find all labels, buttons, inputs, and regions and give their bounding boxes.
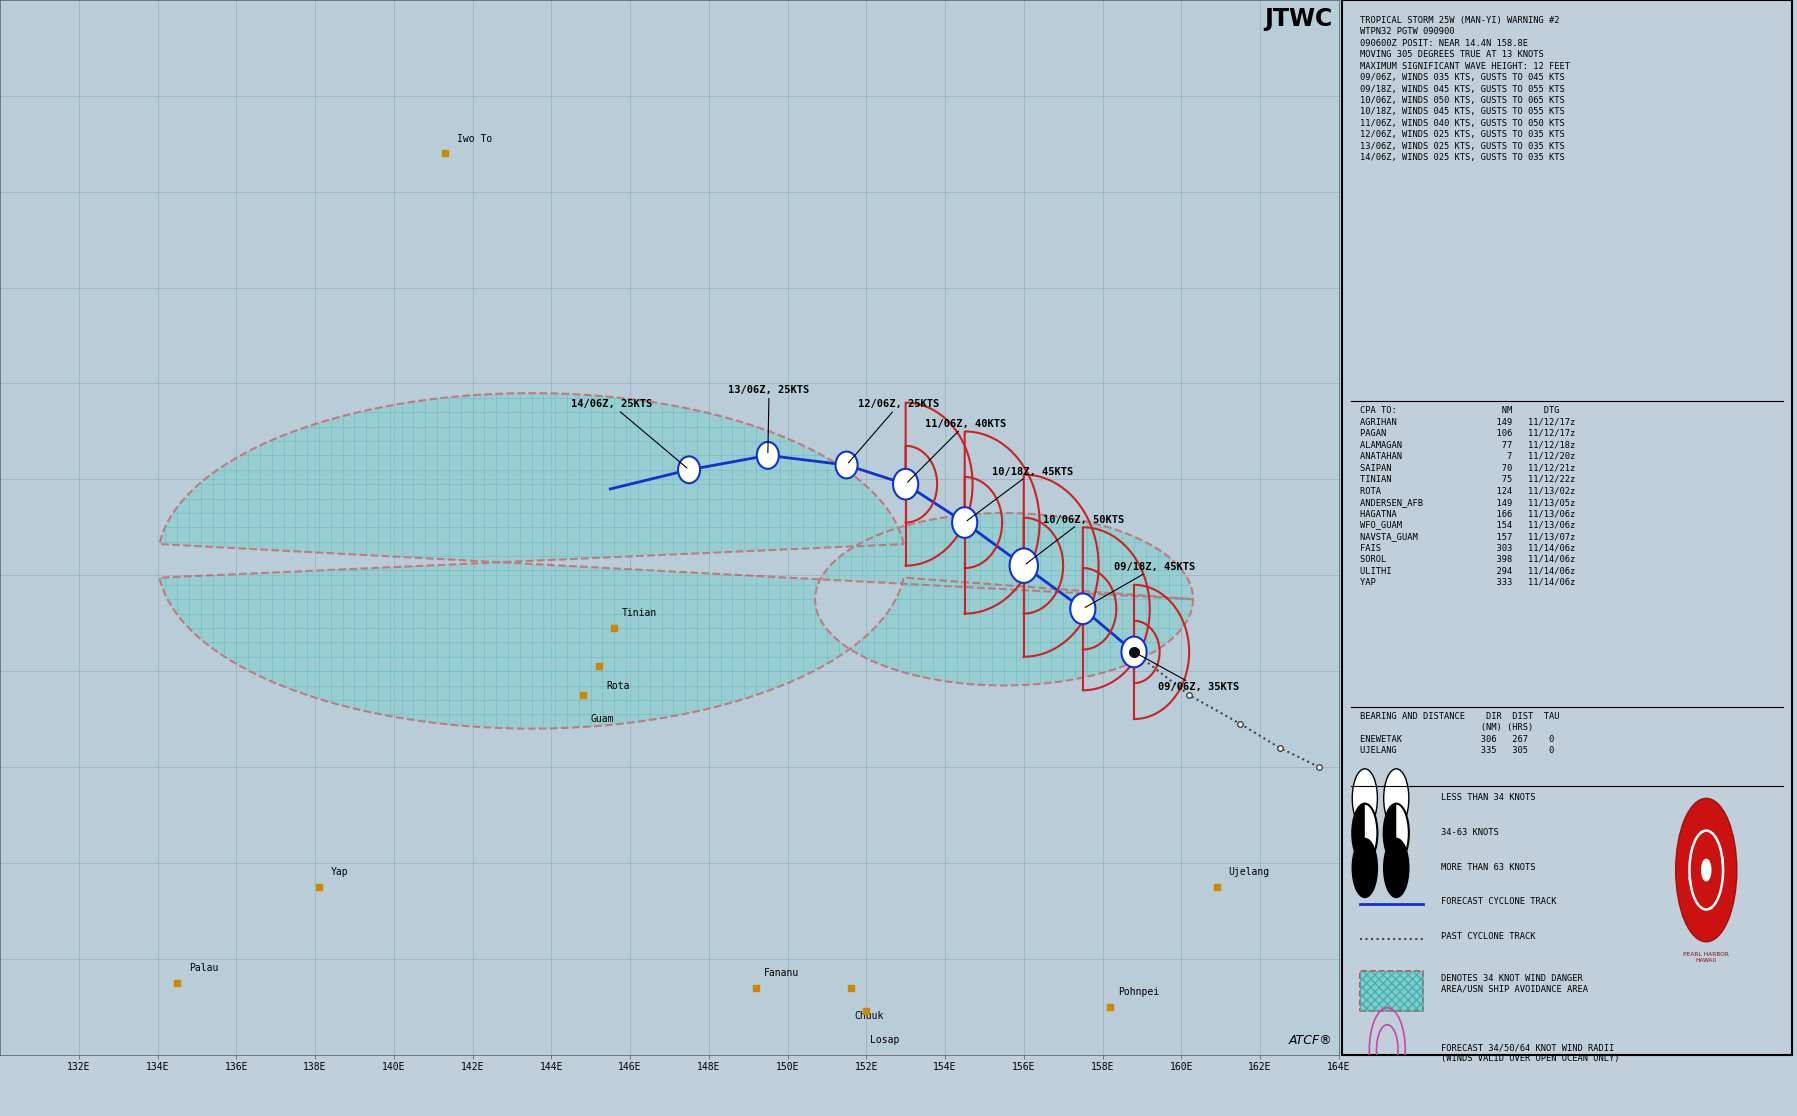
Circle shape [1353,769,1377,828]
Text: 34-63 KNOTS: 34-63 KNOTS [1441,828,1499,837]
Text: Ujelang: Ujelang [1229,867,1270,877]
Polygon shape [160,393,1193,729]
Circle shape [952,507,978,538]
Text: 09/06Z, 35KTS: 09/06Z, 35KTS [1136,653,1238,692]
Text: 10/06Z, 50KTS: 10/06Z, 50KTS [1026,514,1125,564]
Bar [1360,971,1423,1011]
Text: TROPICAL STORM 25W (MAN-YI) WARNING #2
WTPN32 PGTW 090900
090600Z POSIT: NEAR 14: TROPICAL STORM 25W (MAN-YI) WARNING #2 W… [1360,16,1571,162]
Circle shape [1384,804,1409,863]
Text: 11/06Z, 40KTS: 11/06Z, 40KTS [907,418,1006,482]
Circle shape [677,456,701,483]
Circle shape [1353,804,1377,863]
Text: FORECAST 34/50/64 KNOT WIND RADII
(WINDS VALID OVER OPEN OCEAN ONLY): FORECAST 34/50/64 KNOT WIND RADII (WINDS… [1441,1043,1619,1064]
Bar [1360,971,1423,1011]
Circle shape [1384,769,1409,828]
Text: Tinian: Tinian [622,608,658,618]
Text: PAST CYCLONE TRACK: PAST CYCLONE TRACK [1441,932,1536,941]
Wedge shape [1384,804,1396,863]
Text: PEARL HARBOR
HAWAII: PEARL HARBOR HAWAII [1684,952,1729,963]
Text: ATCF®: ATCF® [1288,1035,1333,1048]
Circle shape [1071,594,1096,624]
Text: Rota: Rota [606,681,631,691]
Wedge shape [1351,804,1366,863]
Text: 13/06Z, 25KTS: 13/06Z, 25KTS [728,385,810,453]
Text: CPA TO:                    NM      DTG
AGRIHAN                   149   11/12/17z: CPA TO: NM DTG AGRIHAN 149 11/12/17z [1360,406,1576,587]
Circle shape [1121,636,1146,667]
Text: Palau: Palau [189,963,219,973]
Circle shape [1702,859,1711,881]
Text: MORE THAN 63 KNOTS: MORE THAN 63 KNOTS [1441,863,1536,872]
Text: BEARING AND DISTANCE    DIR  DIST  TAU
                       (NM) (HRS)
ENEWETA: BEARING AND DISTANCE DIR DIST TAU (NM) (… [1360,712,1560,756]
Circle shape [1010,548,1039,583]
Text: Fananu: Fananu [764,968,800,978]
Circle shape [1384,838,1409,897]
Text: FORECAST CYCLONE TRACK: FORECAST CYCLONE TRACK [1441,897,1556,906]
Text: Pohnpei: Pohnpei [1118,987,1159,997]
Circle shape [836,452,857,479]
Text: Iwo To: Iwo To [456,134,492,144]
Text: Guam: Guam [591,714,615,724]
Text: LESS THAN 34 KNOTS: LESS THAN 34 KNOTS [1441,793,1536,802]
Text: 12/06Z, 25KTS: 12/06Z, 25KTS [848,400,940,463]
Circle shape [893,469,918,500]
Circle shape [1353,838,1377,897]
Text: 09/18Z, 45KTS: 09/18Z, 45KTS [1085,562,1195,607]
Text: JTWC: JTWC [1265,7,1333,31]
Text: DENOTES 34 KNOT WIND DANGER
AREA/USN SHIP AVOIDANCE AREA: DENOTES 34 KNOT WIND DANGER AREA/USN SHI… [1441,974,1589,993]
Text: 14/06Z, 25KTS: 14/06Z, 25KTS [571,400,686,468]
Circle shape [757,442,778,469]
Text: 10/18Z, 45KTS: 10/18Z, 45KTS [967,466,1073,521]
Text: Losap: Losap [870,1036,900,1046]
Circle shape [1675,798,1736,942]
Text: Chuuk: Chuuk [854,1011,884,1021]
Text: Yap: Yap [331,867,349,877]
